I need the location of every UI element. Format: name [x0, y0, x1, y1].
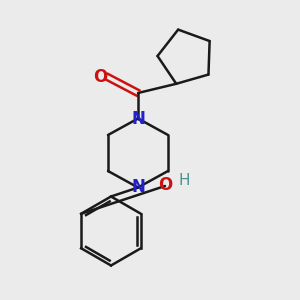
Text: H: H — [179, 173, 190, 188]
Text: O: O — [93, 68, 107, 85]
Text: N: N — [131, 110, 145, 128]
Text: N: N — [131, 178, 145, 196]
Text: O: O — [158, 176, 172, 194]
